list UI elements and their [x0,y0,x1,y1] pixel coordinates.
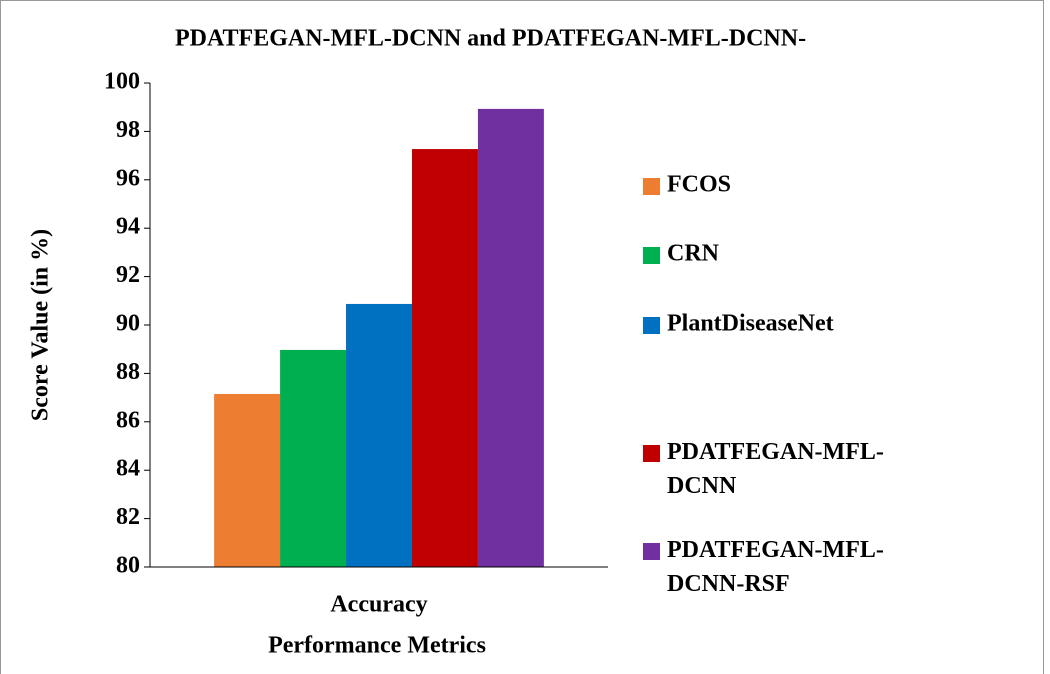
legend-label: PDATFEGAN-MFL-DCNN [667,439,884,499]
y-tick-label: 90 [116,311,140,337]
bar [214,393,281,567]
x-axis-label: Performance Metrics [268,633,486,659]
legend-swatch [643,178,660,195]
legend-label: PDATFEGAN-MFL-DCNN-RSF [667,537,884,597]
legend-swatch [643,247,660,264]
legend-swatch [643,317,660,334]
x-tick-label: Accuracy [330,592,427,618]
y-tick-label: 98 [116,117,140,143]
y-tick-label: 80 [116,553,140,579]
legend-swatch [643,543,660,560]
y-tick-label: 86 [116,407,140,433]
legend-label: CRN [667,241,720,267]
y-tick-label: 100 [104,69,140,95]
y-tick-label: 94 [116,214,140,240]
bar [477,108,544,568]
y-tick-label: 82 [116,504,140,530]
bar [411,149,478,568]
bar [280,349,347,567]
y-tick-label: 92 [116,262,140,288]
y-tick-label: 96 [116,165,140,191]
bar [346,303,412,567]
legend-label: FCOS [667,172,731,198]
y-axis-label: Score Value (in %) [28,229,54,421]
y-tick-label: 84 [116,456,140,482]
legend-label: PlantDiseaseNet [667,311,834,337]
chart-title: PDATFEGAN-MFL-DCNN and PDATFEGAN-MFL-DCN… [175,26,806,52]
legend-swatch [643,445,660,462]
y-tick-label: 88 [116,359,140,385]
